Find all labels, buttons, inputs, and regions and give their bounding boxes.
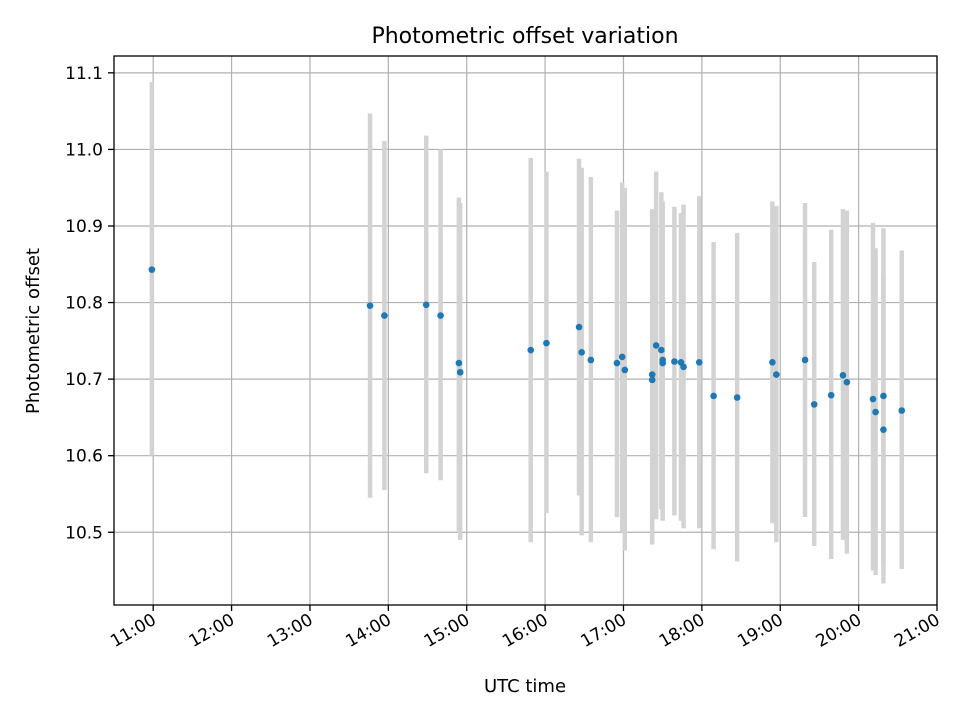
y-tick-label: 10.6	[65, 447, 103, 467]
data-point	[843, 378, 851, 386]
data-point	[455, 359, 463, 367]
data-point	[880, 426, 887, 433]
data-point	[880, 392, 887, 400]
data-point	[648, 371, 656, 378]
data-point	[648, 376, 656, 384]
data-point	[422, 301, 430, 309]
data-point	[621, 366, 629, 374]
data-point	[839, 371, 847, 379]
data-point	[827, 391, 835, 399]
data-point	[710, 392, 717, 400]
chart-title: Photometric offset variation	[371, 24, 678, 49]
data-point	[898, 407, 906, 414]
data-point	[769, 358, 776, 366]
data-point	[587, 356, 595, 364]
data-point	[652, 342, 660, 349]
data-point	[148, 266, 156, 273]
data-point	[613, 359, 621, 367]
data-point	[527, 346, 535, 354]
data-point	[366, 302, 374, 309]
y-tick-label: 10.5	[65, 523, 103, 543]
data-points	[148, 266, 906, 433]
data-point	[671, 358, 678, 365]
data-point	[695, 358, 703, 366]
data-point	[543, 339, 550, 347]
y-tick-label: 11.1	[65, 64, 103, 84]
y-axis-label: Photometric offset	[23, 248, 44, 414]
data-point	[578, 349, 585, 356]
data-point	[381, 312, 388, 319]
data-point	[773, 371, 780, 378]
y-tick-label: 10.7	[65, 370, 103, 390]
data-point	[618, 353, 626, 361]
data-point	[659, 359, 666, 367]
y-tick-label: 10.9	[65, 217, 103, 237]
data-point	[872, 408, 879, 416]
y-tick-label: 10.8	[65, 294, 103, 314]
data-point	[437, 312, 444, 319]
data-point	[733, 394, 741, 401]
x-axis-label: UTC time	[484, 676, 566, 697]
data-point	[801, 356, 809, 364]
data-point	[680, 363, 687, 371]
y-axis: 10.5 10.6 10.7 10.8 10.9 11.0 11.1	[65, 64, 114, 543]
data-point	[810, 401, 818, 408]
data-point	[658, 346, 665, 354]
data-point	[575, 323, 583, 331]
plot-frame	[113, 55, 938, 606]
y-tick-label: 11.0	[65, 140, 103, 160]
data-point	[869, 395, 877, 403]
data-point	[456, 368, 464, 376]
